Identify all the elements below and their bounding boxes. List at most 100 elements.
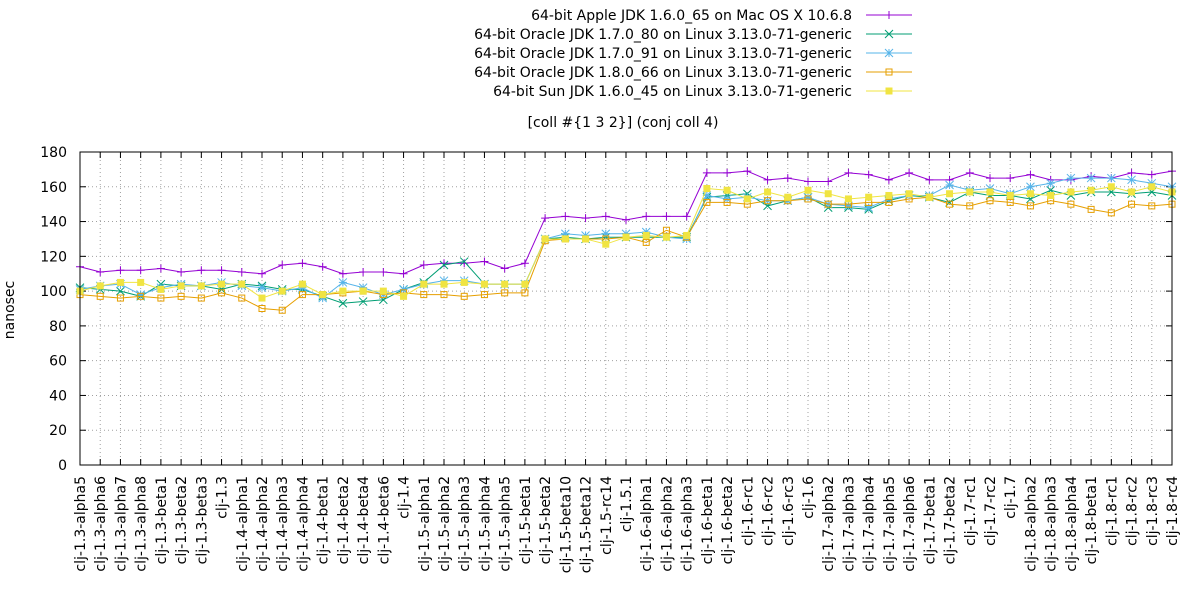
data-point (561, 212, 570, 221)
data-point (399, 269, 408, 278)
x-tick-label: clj-1.4 (397, 476, 413, 519)
x-tick-label: clj-1.6-alpha2 (659, 476, 675, 572)
data-point (824, 177, 833, 186)
data-point (601, 229, 611, 239)
data-point (400, 292, 408, 300)
data-point (946, 200, 954, 208)
data-point (440, 280, 448, 288)
data-point (238, 294, 246, 302)
data-point (480, 291, 488, 299)
data-point (1086, 173, 1096, 183)
data-point (865, 193, 873, 201)
data-point (1087, 205, 1095, 213)
data-point (460, 278, 468, 286)
x-tick-label: clj-1.5-rc14 (599, 476, 615, 555)
data-point (197, 282, 205, 290)
data-point (338, 269, 347, 278)
data-point (1127, 168, 1136, 177)
data-point (379, 287, 387, 295)
x-tick-label: clj-1.3-beta1 (154, 476, 170, 564)
data-point (885, 87, 893, 95)
data-point (884, 29, 894, 39)
x-axis: clj-1.3-alpha5 clj-1.3-alpha6 clj-1.3-alph… (73, 152, 1181, 573)
data-point (582, 235, 590, 243)
data-point (662, 233, 670, 241)
data-point (966, 188, 974, 196)
data-point (177, 292, 185, 300)
x-tick-label: clj-1.5-beta1 (518, 476, 534, 564)
grid (80, 152, 1172, 465)
data-point (439, 260, 449, 270)
data-point (1128, 188, 1136, 196)
data-point (419, 261, 428, 270)
data-point (864, 203, 874, 212)
x-tick-label: clj-1.6-beta2 (720, 476, 736, 564)
y-tick-label: 60 (49, 354, 67, 370)
data-point (1026, 182, 1035, 192)
data-point (338, 278, 348, 287)
x-tick-label: clj-1.7-alpha4 (862, 476, 878, 572)
data-point (804, 186, 812, 194)
x-tick-label: clj-1.3-alpha8 (134, 476, 150, 572)
data-point (784, 193, 792, 201)
data-point (358, 297, 368, 306)
x-tick-label: clj-1.6-alpha1 (639, 476, 655, 572)
data-point (258, 305, 266, 312)
data-point (642, 238, 650, 246)
data-point (743, 195, 751, 203)
y-tick-label: 120 (40, 249, 67, 265)
data-point (642, 212, 651, 221)
data-point (824, 200, 832, 208)
x-tick-label: clj-1.6-rc1 (740, 476, 756, 546)
x-tick-label: clj-1.5-alpha2 (437, 476, 453, 572)
x-tick-label: clj-1.7-alpha2 (821, 476, 837, 572)
data-point (420, 291, 428, 299)
x-tick-label: clj-1.3 (215, 476, 231, 519)
data-point (157, 285, 165, 293)
data-point (884, 175, 893, 184)
data-point (1047, 191, 1055, 199)
x-tick-label: clj-1.7-rc2 (983, 476, 999, 546)
data-point (1006, 174, 1015, 183)
data-point (116, 278, 124, 286)
data-point (844, 168, 853, 177)
data-point (764, 197, 772, 205)
data-point (602, 240, 610, 248)
legend-label: 64-bit Oracle JDK 1.7.0_80 on Linux 3.13… (474, 27, 852, 43)
data-point (258, 269, 266, 278)
data-point (1107, 183, 1115, 191)
data-point (218, 289, 226, 297)
data-point (642, 231, 650, 239)
data-point (763, 175, 772, 184)
data-point (521, 289, 529, 297)
data-point (1067, 188, 1075, 196)
x-tick-label: clj-1.4-beta4 (356, 476, 372, 564)
data-point (581, 214, 590, 223)
legend-label: 64-bit Oracle JDK 1.8.0_66 on Linux 3.13… (474, 65, 852, 81)
data-point (1066, 173, 1076, 183)
series-5 (76, 183, 1176, 302)
data-point (1006, 198, 1014, 206)
data-point (177, 267, 186, 276)
data-point (338, 298, 348, 308)
data-point (783, 174, 792, 183)
x-tick-label: clj-1.7-alpha6 (902, 476, 918, 572)
data-point (379, 267, 388, 276)
x-tick-label: clj-1.8-rc3 (1145, 476, 1161, 546)
data-point (501, 289, 509, 297)
data-point (298, 291, 306, 299)
y-axis: 0 20 40 60 80 100 120 140 160 180 (40, 145, 1172, 474)
data-point (116, 286, 125, 296)
data-point (420, 280, 428, 288)
y-axis-label: nanosec (2, 281, 18, 340)
data-point (682, 212, 691, 221)
data-point (541, 235, 549, 243)
data-point (237, 267, 246, 276)
data-point (723, 198, 731, 206)
data-point (702, 168, 711, 177)
x-tick-label: clj-1.4-alpha4 (295, 476, 311, 572)
chart-title: [coll #{1 3 2}] (conj coll 4) (528, 115, 719, 131)
data-point (560, 229, 570, 239)
x-tick-label: clj-1.5-alpha1 (417, 476, 433, 572)
plot-series (75, 167, 1177, 314)
